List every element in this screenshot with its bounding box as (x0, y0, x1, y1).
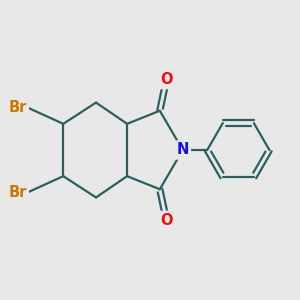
Text: Br: Br (9, 100, 27, 115)
Text: N: N (176, 142, 189, 158)
Text: O: O (160, 213, 172, 228)
Text: Br: Br (9, 185, 27, 200)
Text: O: O (160, 72, 172, 87)
